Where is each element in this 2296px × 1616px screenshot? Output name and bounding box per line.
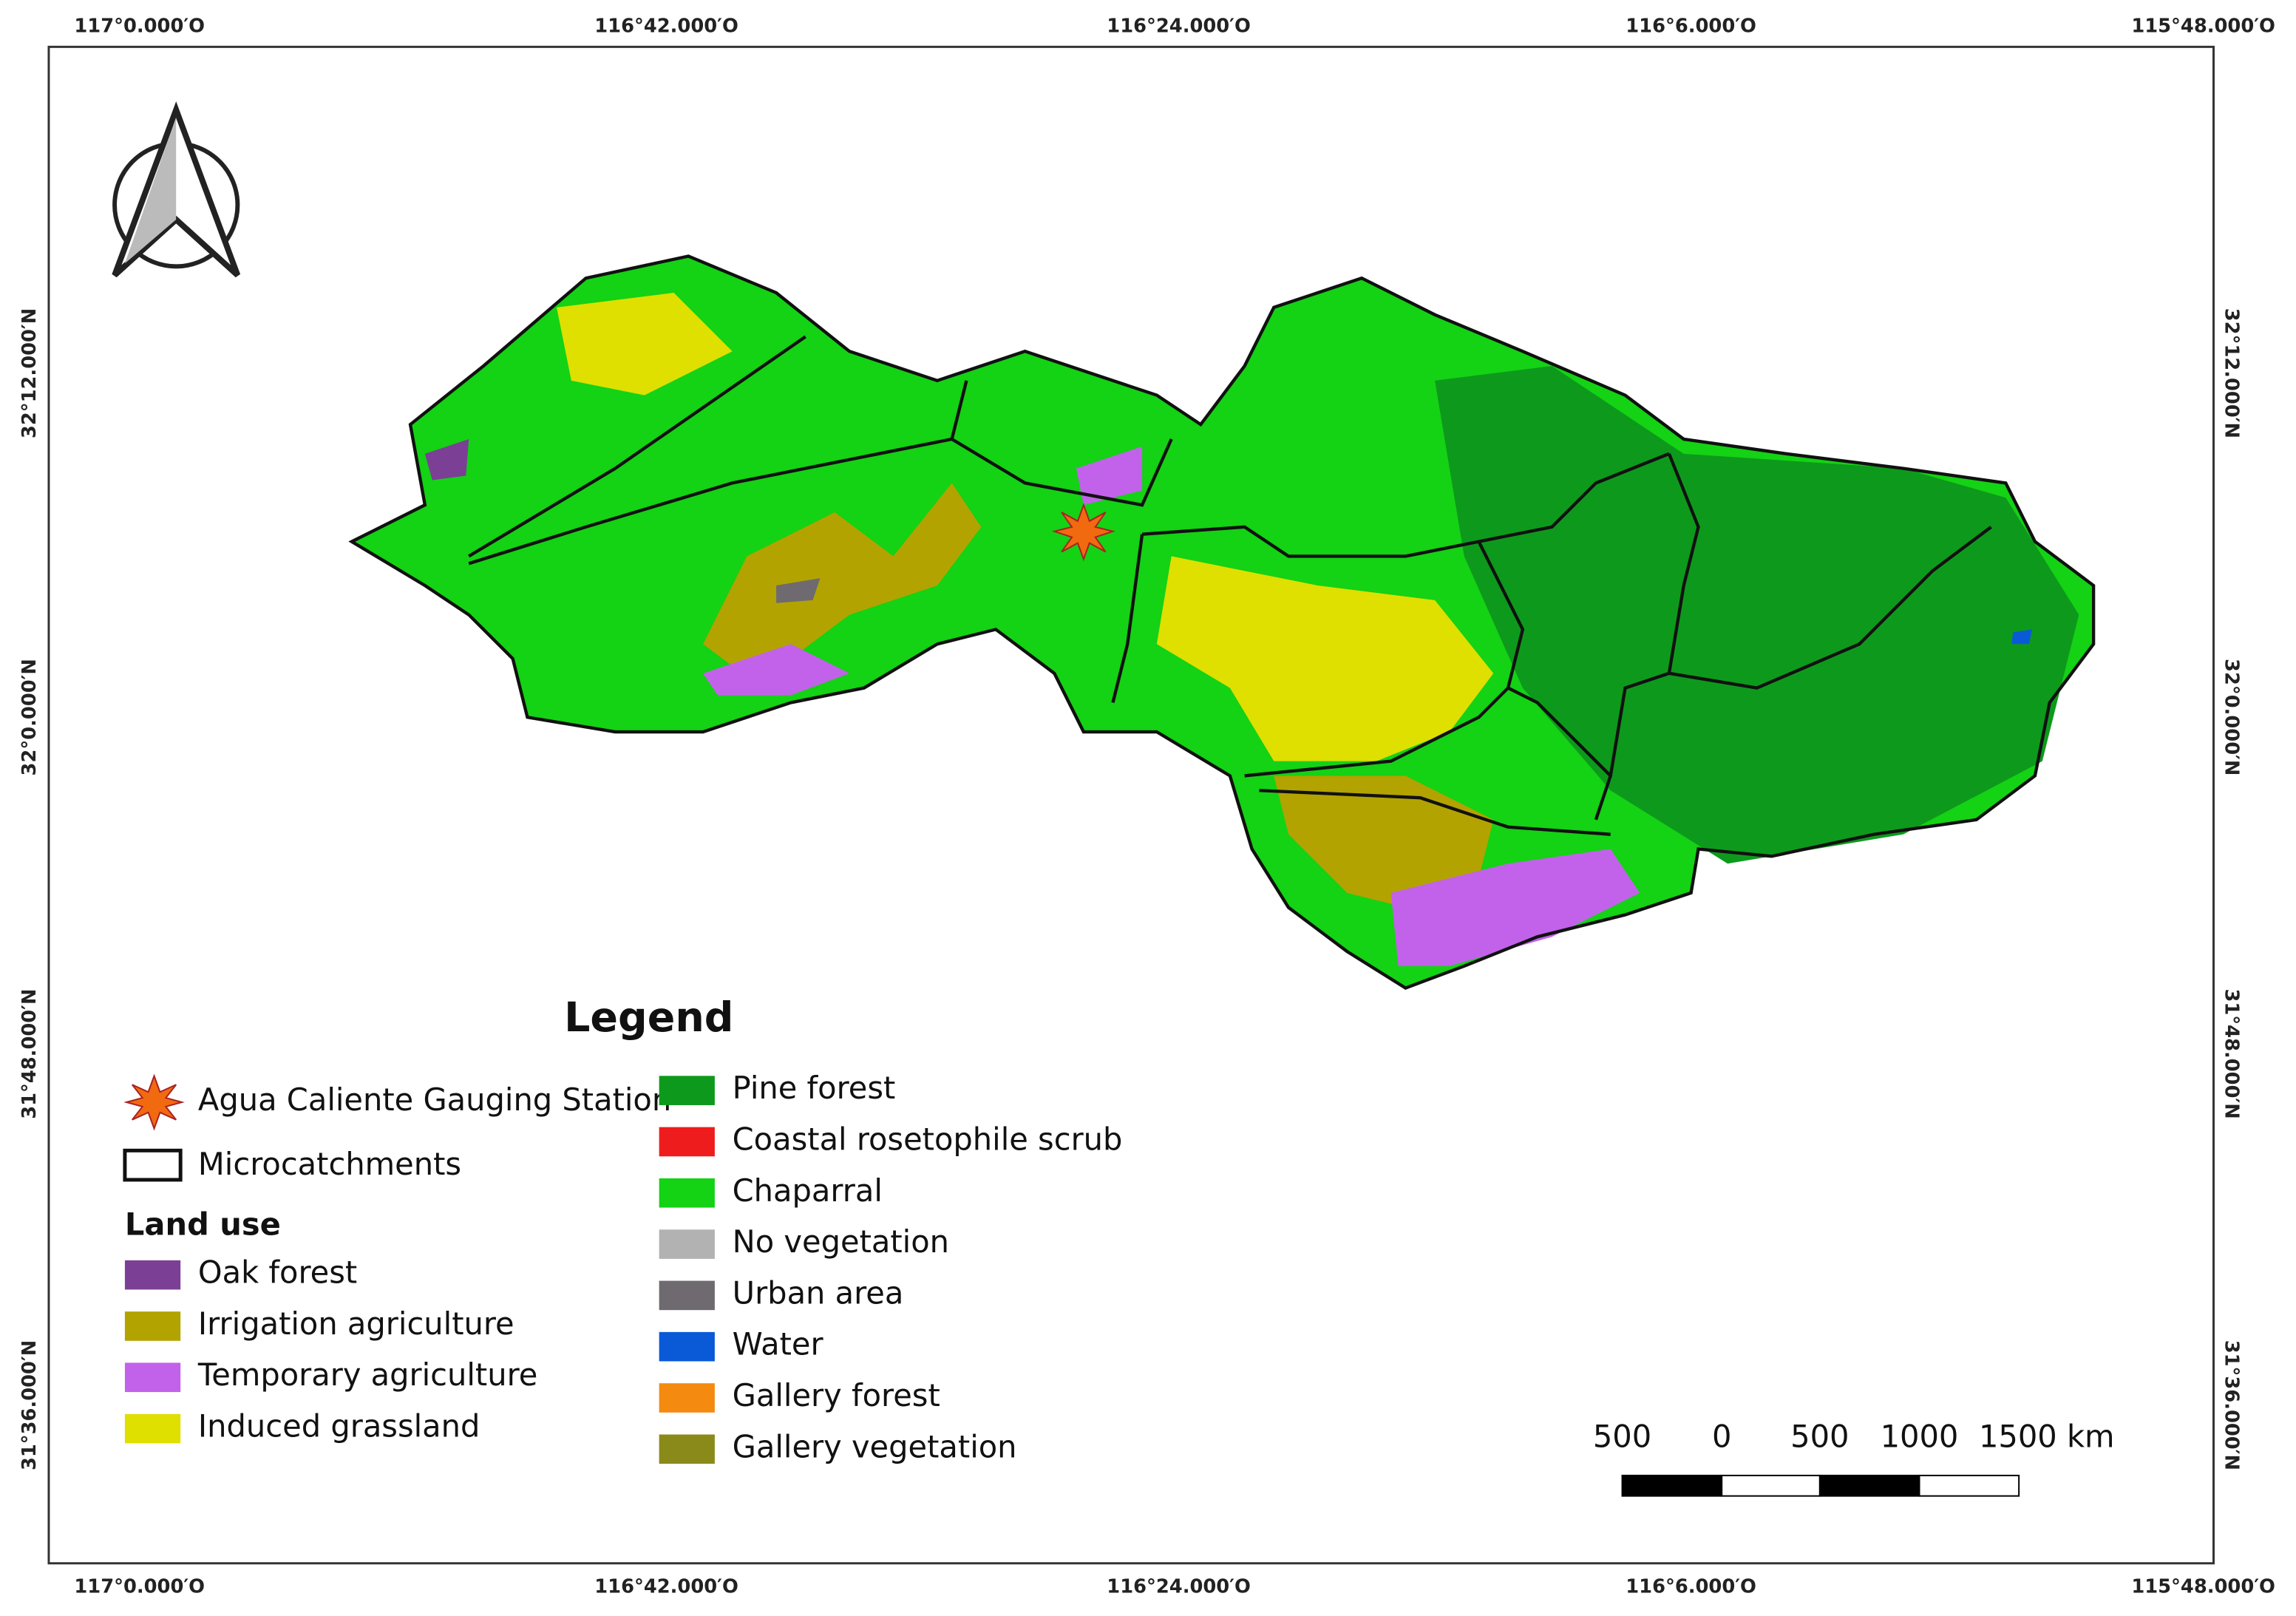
- top-coordinate: 116°6.000′O: [1626, 16, 1756, 38]
- legend-label: Temporary agriculture: [197, 1357, 537, 1393]
- legend-swatch: [659, 1383, 715, 1413]
- microcatchment-boundaries: [348, 254, 2096, 990]
- temporary-agriculture-area: [1390, 849, 1640, 966]
- oak-forest-area: [424, 439, 469, 481]
- legend-swatch: [659, 1229, 715, 1259]
- legend-label: Chaparral: [733, 1172, 883, 1209]
- irrigation-area: [703, 483, 982, 666]
- legend-title: Legend: [564, 994, 733, 1042]
- top-coordinate: 116°24.000′O: [1107, 16, 1251, 38]
- outer-boundary: [348, 254, 2096, 990]
- legend-swatch: [659, 1076, 715, 1105]
- scale-segment: [1818, 1474, 1920, 1497]
- scale-label: 500: [1593, 1418, 1651, 1454]
- legend-swatch: [659, 1127, 715, 1157]
- scale-label: 1500 km: [1979, 1418, 2115, 1454]
- land-use-map: [351, 256, 2094, 988]
- legend-swatch: [124, 1413, 181, 1444]
- legend-label: Irrigation agriculture: [198, 1306, 514, 1342]
- scale-label: 1000: [1881, 1418, 1959, 1454]
- microcatchment-legend-symbol: [123, 1148, 183, 1182]
- legend-microcatchments: Microcatchments: [198, 1146, 461, 1182]
- right-coordinate: 32°12.000′N: [2220, 308, 2242, 438]
- legend-swatch: [659, 1331, 715, 1362]
- scale-label: 500: [1790, 1418, 1849, 1454]
- bottom-coordinate: 117°0.000′O: [74, 1575, 205, 1598]
- legend-swatch: [659, 1280, 715, 1311]
- legend-swatch: [124, 1362, 181, 1393]
- temporary-agriculture-area: [1076, 446, 1143, 506]
- right-coordinate: 32°0.000′N: [2220, 659, 2242, 775]
- left-coordinate: 31°36.000′N: [18, 1340, 41, 1470]
- top-coordinate: 117°0.000′O: [74, 16, 205, 38]
- right-coordinate: 31°36.000′N: [2220, 1340, 2242, 1470]
- right-coordinate: 31°48.000′N: [2220, 988, 2242, 1118]
- legend-label: Coastal rosetophile scrub: [733, 1121, 1123, 1157]
- legend-label: Pine forest: [733, 1070, 896, 1106]
- legend-land-use-title: Land use: [125, 1206, 281, 1242]
- legend-label: Induced grassland: [198, 1408, 480, 1444]
- left-coordinate: 32°12.000′N: [18, 308, 41, 438]
- top-coordinate: 116°42.000′O: [594, 16, 738, 38]
- irrigation-area: [1274, 775, 1494, 908]
- bottom-coordinate: 116°42.000′O: [594, 1575, 738, 1598]
- legend-station: Agua Caliente Gauging Station: [198, 1082, 671, 1118]
- water-area: [2011, 629, 2032, 645]
- bottom-coordinate: 116°6.000′O: [1626, 1575, 1756, 1598]
- scale-bar: 500 0 500 1000 1500 km: [1593, 1418, 2115, 1497]
- pine-forest-area: [1435, 366, 2079, 864]
- legend-swatch: [124, 1260, 181, 1290]
- scale-label: 0: [1712, 1418, 1731, 1454]
- legend-label: Gallery vegetation: [733, 1428, 1017, 1464]
- legend-label: Urban area: [733, 1274, 904, 1311]
- gauging-station: [1051, 503, 1116, 562]
- scale-segment: [1621, 1474, 1723, 1497]
- station-legend-symbol: [123, 1073, 185, 1131]
- bottom-coordinate: 115°48.000′O: [2131, 1575, 2275, 1598]
- left-coordinate: 31°48.000′N: [18, 988, 41, 1118]
- legend-label: No vegetation: [733, 1223, 949, 1260]
- legend-swatch: [124, 1311, 181, 1341]
- legend-swatch: [659, 1178, 715, 1208]
- north-arrow: [112, 101, 241, 278]
- bottom-coordinate: 116°24.000′O: [1107, 1575, 1251, 1598]
- map-frame: [47, 45, 2215, 1565]
- temporary-agriculture-area: [703, 644, 850, 696]
- urban-area: [776, 578, 821, 603]
- left-coordinate: 32°0.000′N: [18, 659, 41, 775]
- legend-swatch: [659, 1434, 715, 1464]
- legend-label: Gallery forest: [733, 1377, 940, 1413]
- coordinate-labels: 117°0.000′O 116°42.000′O 116°24.000′O 116°6…: [18, 16, 2275, 1598]
- grassland-area: [1156, 556, 1494, 761]
- legend-label: Oak forest: [198, 1255, 357, 1291]
- land-use-legend: Oak forest Irrigation agriculture Temporar…: [124, 1070, 1123, 1464]
- scale-segment: [1721, 1474, 1821, 1497]
- north-arrow-shade: [124, 117, 177, 264]
- legend-label: Water: [733, 1326, 824, 1362]
- top-coordinate: 115°48.000′O: [2131, 16, 2275, 38]
- grassland-area: [557, 293, 733, 395]
- scale-segment: [1918, 1474, 2020, 1497]
- internal-boundary: [468, 335, 1992, 836]
